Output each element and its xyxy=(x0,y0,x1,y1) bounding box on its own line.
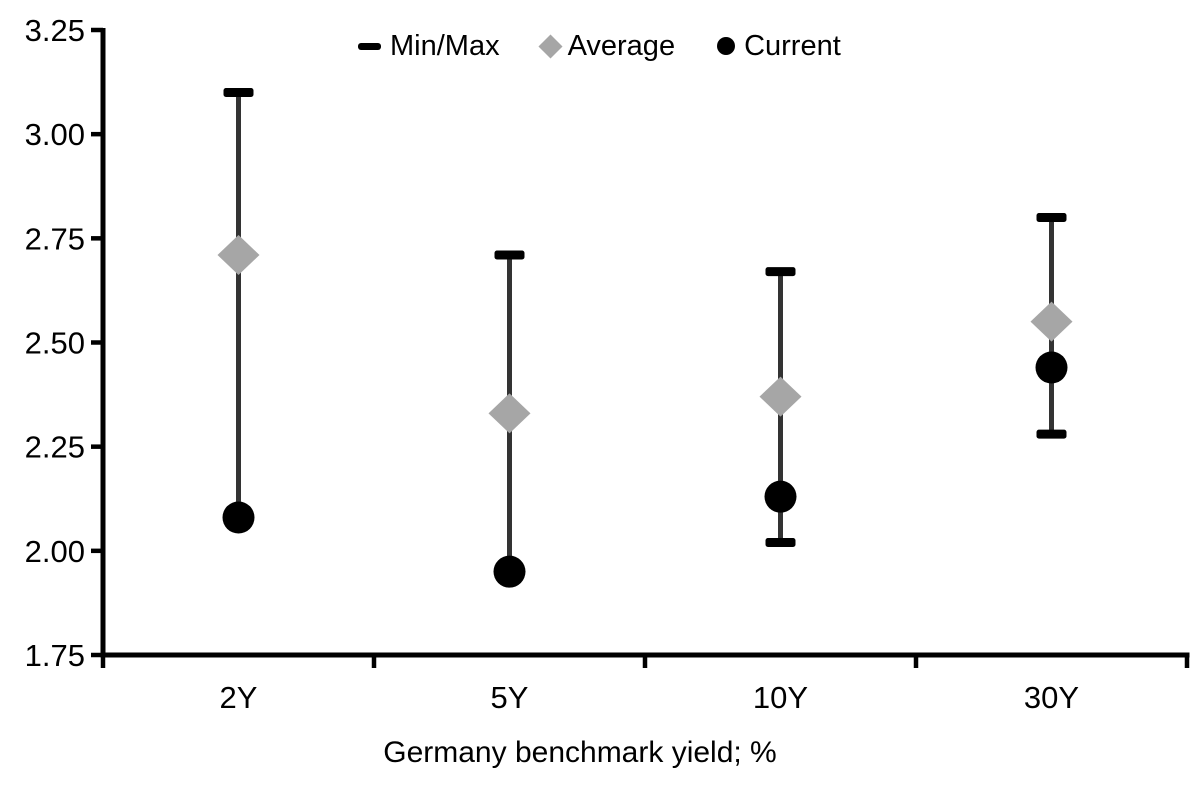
legend-item-current: Current xyxy=(717,29,841,62)
x-axis-title: Germany benchmark yield; % xyxy=(383,736,777,769)
max-cap-5Y xyxy=(494,250,525,260)
max-cap-30Y xyxy=(1036,213,1067,222)
y-tick-label: 3.25 xyxy=(25,13,85,48)
x-category-label-2Y: 2Y xyxy=(220,680,258,715)
x-category-label-30Y: 30Y xyxy=(1024,680,1079,715)
max-cap-10Y xyxy=(765,267,796,277)
y-tick-label: 2.50 xyxy=(25,326,85,361)
legend-label-minmax: Min/Max xyxy=(390,29,500,62)
legend-item-average: Average xyxy=(538,29,676,62)
average-diamond-icon xyxy=(538,33,563,59)
current-marker-2Y xyxy=(222,501,255,534)
min-cap-10Y xyxy=(765,538,796,547)
chart-legend: Min/Max Average Current xyxy=(358,28,841,64)
legend-item-minmax: Min/Max xyxy=(358,29,500,62)
minmax-dash-icon xyxy=(358,42,381,50)
current-marker-10Y xyxy=(764,480,797,513)
current-marker-30Y xyxy=(1035,351,1068,384)
current-marker-5Y xyxy=(493,555,526,588)
y-tick-label: 2.00 xyxy=(25,534,85,569)
min-cap-30Y xyxy=(1036,429,1067,439)
x-category-label-10Y: 10Y xyxy=(753,680,808,715)
legend-label-current: Current xyxy=(744,29,841,62)
average-marker-5Y xyxy=(488,393,531,434)
max-cap-2Y xyxy=(223,88,254,97)
current-circle-icon xyxy=(717,37,736,55)
average-marker-10Y xyxy=(759,376,802,417)
y-tick-label: 1.75 xyxy=(25,638,85,673)
average-marker-30Y xyxy=(1030,301,1073,342)
average-marker-2Y xyxy=(217,235,260,275)
y-tick-label: 2.75 xyxy=(25,221,85,256)
legend-label-average: Average xyxy=(567,29,676,62)
x-category-label-5Y: 5Y xyxy=(491,680,529,715)
y-tick-label: 3.00 xyxy=(25,117,85,152)
y-tick-label: 2.25 xyxy=(25,430,85,465)
